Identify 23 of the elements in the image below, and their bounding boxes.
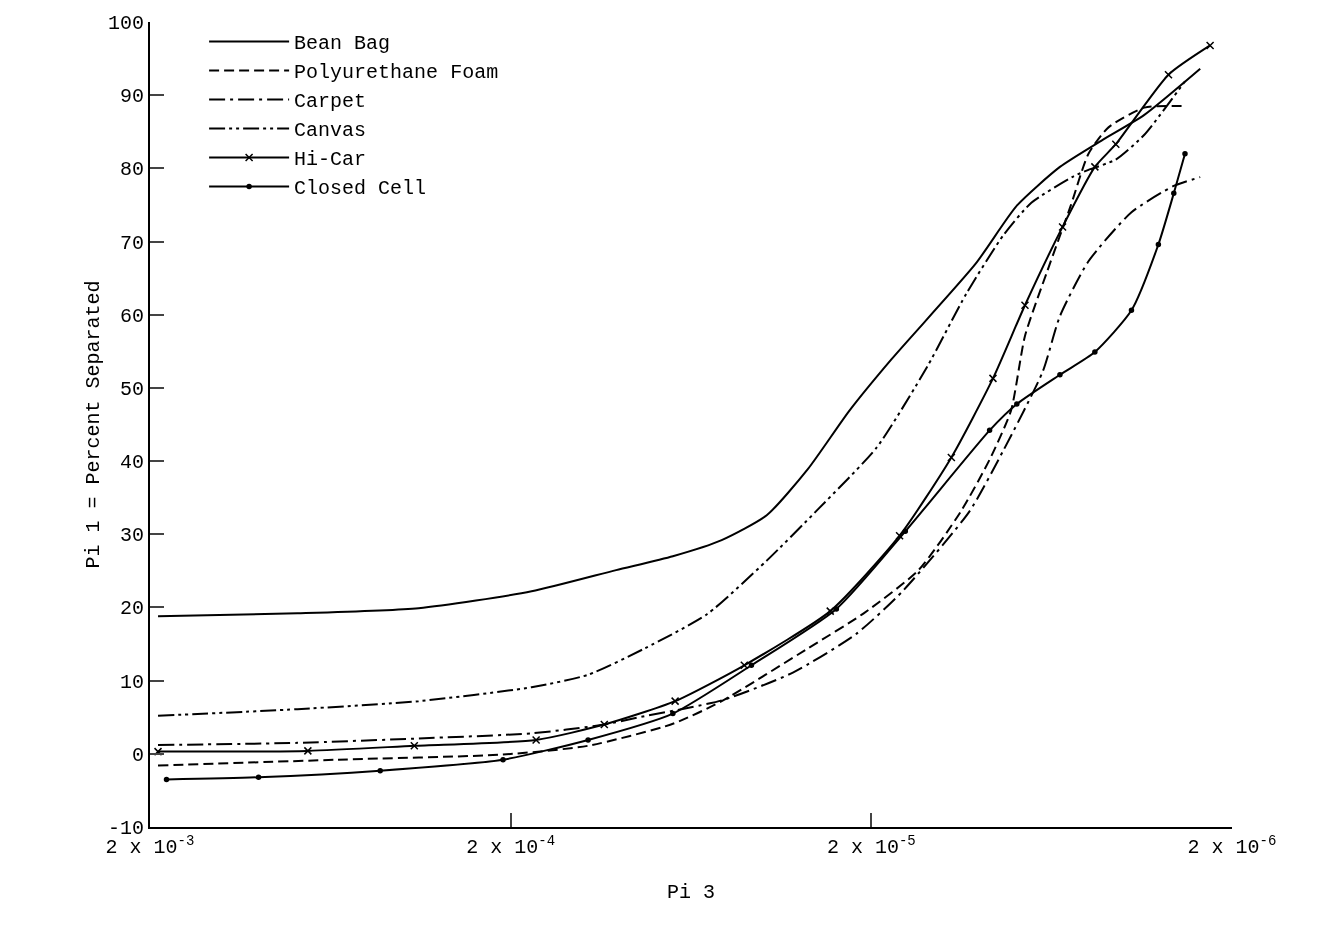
y-tick-label: 0 bbox=[131, 743, 144, 767]
y-tick-label: 80 bbox=[119, 158, 144, 182]
y-tick-label: 90 bbox=[119, 85, 144, 109]
y-tick-label: 40 bbox=[119, 451, 144, 475]
x-tick-label: 2 x 10$^{-6}$ bbox=[1187, 832, 1277, 859]
x-axis-title: Pi 3 bbox=[666, 881, 716, 904]
legend-label: Hi-Car bbox=[294, 148, 367, 172]
x-tick-label: 2 x 10$^{-5}$ bbox=[826, 832, 916, 859]
y-tick-label: 100 bbox=[107, 12, 144, 35]
y-axis-title: Pi 1 = Percent Separated bbox=[82, 280, 105, 569]
legend-label: Canvas bbox=[294, 119, 367, 143]
y-tick-label: 60 bbox=[119, 304, 144, 328]
x-tick-label: 2 x 10$^{-4}$ bbox=[466, 832, 556, 859]
y-tick-label: 20 bbox=[119, 597, 144, 621]
y-tick-label: 70 bbox=[119, 231, 144, 255]
legend-label: Closed Cell bbox=[294, 177, 427, 201]
legend-label: Bean Bag bbox=[294, 32, 391, 56]
legend-label: Carpet bbox=[294, 90, 367, 114]
y-tick-label: -10 bbox=[107, 817, 144, 840]
legend-label: Polyurethane Foam bbox=[294, 61, 499, 85]
y-tick-label: 50 bbox=[119, 377, 144, 401]
y-tick-label: 30 bbox=[119, 524, 144, 548]
y-tick-label: 10 bbox=[119, 670, 144, 694]
